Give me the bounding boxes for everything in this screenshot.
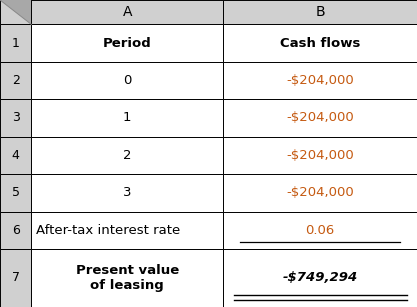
Text: 6: 6 [12, 224, 20, 237]
Text: 2: 2 [123, 149, 131, 162]
Bar [0, 174, 31, 212]
Bar [31, 62, 223, 99]
Bar [31, 24, 223, 62]
Text: B: B [315, 5, 325, 19]
Bar [31, 249, 223, 307]
Text: 5: 5 [12, 186, 20, 199]
Text: 3: 3 [123, 186, 131, 199]
Text: A: A [123, 5, 132, 19]
Text: 0: 0 [123, 74, 131, 87]
Bar [31, 212, 223, 249]
Text: -$204,000: -$204,000 [286, 186, 354, 199]
Bar [0, 137, 31, 174]
Text: 7: 7 [12, 271, 20, 285]
Bar [223, 24, 417, 62]
Bar [223, 212, 417, 249]
Text: 0.06: 0.06 [305, 224, 335, 237]
Text: -$749,294: -$749,294 [282, 271, 358, 285]
Text: 2: 2 [12, 74, 20, 87]
Bar [0, 249, 31, 307]
Text: -$204,000: -$204,000 [286, 111, 354, 124]
Bar [223, 174, 417, 212]
Bar [0, 62, 31, 99]
Bar [0, 99, 31, 137]
Text: Period: Period [103, 37, 151, 49]
Text: 1: 1 [12, 37, 20, 49]
Text: 1: 1 [123, 111, 131, 124]
Bar [223, 137, 417, 174]
Bar [223, 62, 417, 99]
Bar [223, 99, 417, 137]
Bar [0, 212, 31, 249]
Text: After-tax interest rate: After-tax interest rate [36, 224, 181, 237]
Bar [31, 174, 223, 212]
Bar [31, 99, 223, 137]
Text: -$204,000: -$204,000 [286, 149, 354, 162]
Bar [31, 0, 223, 24]
Text: -$204,000: -$204,000 [286, 74, 354, 87]
Bar [0, 24, 31, 62]
Bar [223, 249, 417, 307]
Text: Cash flows: Cash flows [280, 37, 360, 49]
Polygon shape [0, 0, 31, 24]
Bar [31, 137, 223, 174]
Text: 4: 4 [12, 149, 20, 162]
Text: Present value
of leasing: Present value of leasing [75, 264, 179, 292]
Bar [223, 0, 417, 24]
Text: 3: 3 [12, 111, 20, 124]
Bar [0, 0, 31, 24]
